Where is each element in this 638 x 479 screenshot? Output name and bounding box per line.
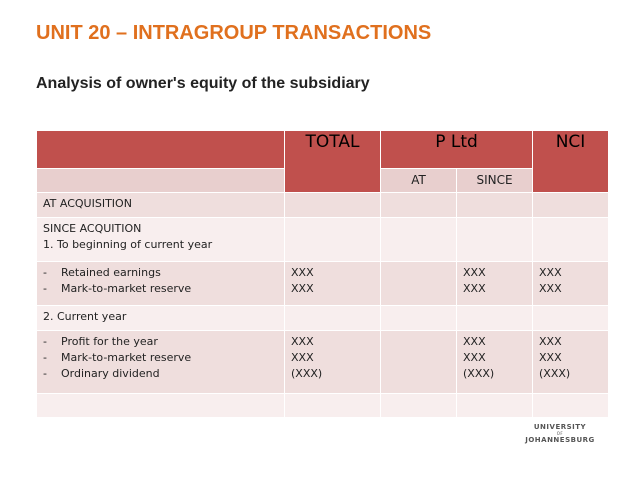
value-cell: XXX <box>463 282 486 295</box>
university-logo: UNIVERSITY OF JOHANNESBURG <box>520 423 600 444</box>
value-cell: XXX <box>539 351 562 364</box>
profit-for-year-label: Profit for the year <box>61 335 158 348</box>
value-cell: XXX <box>463 266 486 279</box>
at-cell <box>380 393 457 418</box>
since-cell <box>456 393 533 418</box>
at-cell <box>380 261 457 306</box>
row-label: - Retained earnings - Mark-to-market reser… <box>36 261 285 306</box>
since-acquisition-label: SINCE ACQUITION <box>43 222 142 235</box>
row-label: AT ACQUISITION <box>36 192 285 218</box>
value-cell: XXX <box>291 351 314 364</box>
at-cell <box>380 192 457 218</box>
to-beginning-label: 1. To beginning of current year <box>43 238 213 251</box>
table-row: - Retained earnings - Mark-to-market reser… <box>36 261 609 306</box>
total-cell <box>284 305 381 331</box>
value-cell: XXX <box>539 282 562 295</box>
header-total: TOTAL <box>284 130 381 193</box>
at-cell <box>380 305 457 331</box>
header-p-ltd: P Ltd <box>380 130 533 169</box>
value-cell: XXX <box>463 335 486 348</box>
value-cell: XXX <box>291 282 314 295</box>
row-label: SINCE ACQUITION 1. To beginning of curre… <box>36 217 285 262</box>
bullet-dash: - <box>43 266 47 279</box>
value-cell: (XXX) <box>463 367 495 380</box>
mtm-reserve-label: Mark-to-market reserve <box>61 282 192 295</box>
ordinary-dividend-label: Ordinary dividend <box>61 367 160 380</box>
bullet-dash: - <box>43 351 47 364</box>
nci-cell: XXX XXX (XXX) <box>532 330 609 394</box>
total-cell: XXX XXX <box>284 261 381 306</box>
nci-cell: XXX XXX <box>532 261 609 306</box>
header-blank-cell <box>36 130 285 169</box>
since-cell <box>456 217 533 262</box>
since-cell: XXX XXX <box>456 261 533 306</box>
row-label <box>36 393 285 418</box>
table-row: SINCE ACQUITION 1. To beginning of curre… <box>36 217 609 262</box>
subheader-blank-cell <box>36 168 285 193</box>
value-cell: XXX <box>539 335 562 348</box>
row-label: - Profit for the year - Mark-to-market res… <box>36 330 285 394</box>
nci-cell <box>532 305 609 331</box>
table-row: 2. Current year <box>36 305 609 331</box>
row-label: 2. Current year <box>36 305 285 331</box>
value-cell: XXX <box>539 266 562 279</box>
logo-line-of: OF <box>556 431 564 436</box>
header-nci: NCI <box>532 130 609 193</box>
bullet-dash: - <box>43 367 47 380</box>
table-row <box>36 393 609 418</box>
total-cell: XXX XXX (XXX) <box>284 330 381 394</box>
value-cell: XXX <box>463 351 486 364</box>
table-row: AT ACQUISITION <box>36 192 609 218</box>
total-cell <box>284 192 381 218</box>
nci-cell <box>532 192 609 218</box>
total-cell <box>284 393 381 418</box>
slide-subtitle: Analysis of owner's equity of the subsid… <box>36 75 370 92</box>
since-cell <box>456 192 533 218</box>
value-cell: XXX <box>291 266 314 279</box>
value-cell: XXX <box>291 335 314 348</box>
logo-line-university: UNIVERSITY <box>533 423 587 431</box>
equity-analysis-table: TOTAL P Ltd NCI AT SINCE AT ACQUISITION … <box>36 130 609 418</box>
value-cell: (XXX) <box>539 367 571 380</box>
bullet-dash: - <box>43 282 47 295</box>
logo-line-johannesburg: JOHANNESBURG <box>525 436 595 444</box>
value-cell: (XXX) <box>291 367 323 380</box>
subheader-at: AT <box>380 168 457 193</box>
subheader-since: SINCE <box>456 168 533 193</box>
nci-cell <box>532 393 609 418</box>
total-cell <box>284 217 381 262</box>
retained-earnings-label: Retained earnings <box>61 266 161 279</box>
slide-title: UNIT 20 – INTRAGROUP TRANSACTIONS <box>36 22 432 44</box>
bullet-dash: - <box>43 335 47 348</box>
nci-cell <box>532 217 609 262</box>
mtm-reserve-label: Mark-to-market reserve <box>61 351 192 364</box>
since-cell <box>456 305 533 331</box>
at-cell <box>380 217 457 262</box>
table-row: - Profit for the year - Mark-to-market res… <box>36 330 609 394</box>
since-cell: XXX XXX (XXX) <box>456 330 533 394</box>
at-cell <box>380 330 457 394</box>
